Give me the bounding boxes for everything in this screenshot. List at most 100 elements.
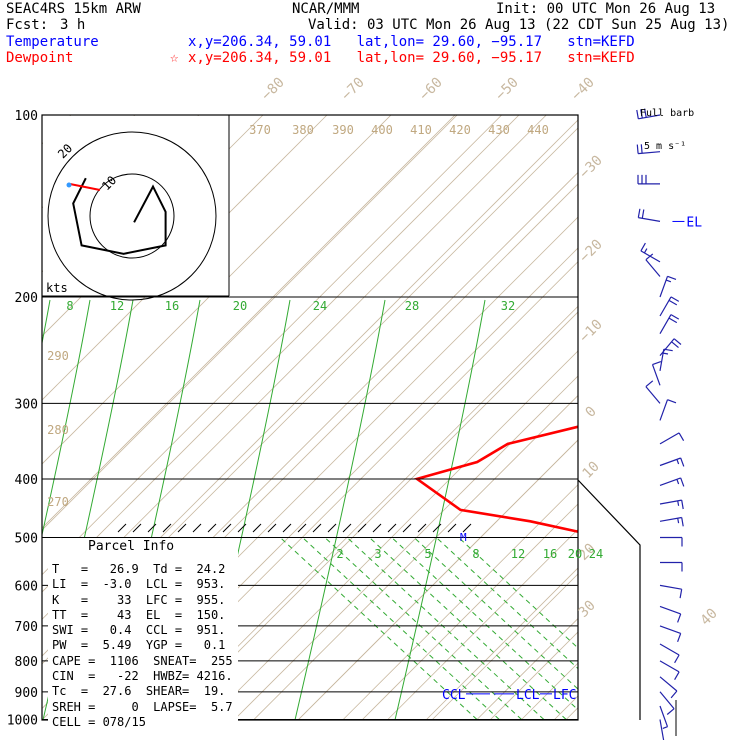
hatch-mark bbox=[342, 523, 352, 533]
mixing-ratio-label: 16 bbox=[165, 299, 179, 313]
el-label: EL bbox=[686, 215, 702, 230]
isotherm-line bbox=[432, 573, 578, 720]
dry-adiabat-line bbox=[0, 115, 7, 720]
full-barb-legend: Full barb 5 m s⁻¹ bbox=[640, 86, 694, 174]
dry-adiabat-label: 290 bbox=[47, 349, 69, 363]
dry-adiabat-line bbox=[42, 115, 392, 465]
wind-barb bbox=[659, 605, 682, 623]
mixing-ratio-label: 24 bbox=[313, 299, 327, 313]
full-barb-title: Full barb bbox=[640, 108, 695, 119]
wind-barb bbox=[659, 399, 677, 421]
parcel-info-row: CAPE = 1106 SNEAT= 255 bbox=[52, 653, 233, 668]
wind-barb bbox=[645, 380, 661, 404]
dry-adiabat-label: 270 bbox=[47, 495, 69, 509]
pressure-tick-label: 1000 bbox=[7, 714, 38, 729]
dry-adiabat-label: 430 bbox=[488, 123, 510, 137]
wind-barb bbox=[659, 705, 669, 729]
temperature-legend-label: Temperature bbox=[6, 34, 99, 50]
isotherm-label: −30 bbox=[577, 153, 606, 182]
parcel-info-list: T = 26.9 Td = 24.2 LI = -3.0 LCL = 953. K … bbox=[52, 562, 233, 730]
wind-barb bbox=[651, 361, 662, 386]
parcel-info-row: K = 33 LFC = 955. bbox=[52, 592, 226, 607]
valid-time: Valid: 03 UTC Mon 26 Aug 13 (22 CDT Sun … bbox=[308, 17, 730, 33]
hatch-mark bbox=[447, 523, 457, 533]
dry-adiabat-label: 440 bbox=[527, 123, 549, 137]
parcel-info-row: T = 26.9 Td = 24.2 bbox=[52, 562, 226, 576]
isotherm-line bbox=[611, 115, 740, 720]
isotherm-line bbox=[476, 617, 578, 720]
wind-barb bbox=[659, 499, 684, 510]
hatch-mark bbox=[372, 523, 382, 533]
moist-adiabat-line bbox=[302, 537, 500, 720]
mixing-ratio-label: 28 bbox=[405, 299, 419, 313]
mixing-ratio-line bbox=[42, 299, 91, 538]
wind-barb bbox=[659, 625, 682, 643]
isotherm-line bbox=[164, 305, 578, 720]
dewpoint-legend-label: Dewpoint bbox=[6, 50, 74, 66]
dry-adiabat-label: 390 bbox=[332, 123, 354, 137]
wind-barb bbox=[659, 691, 675, 715]
organization-label: NCAR/MMM bbox=[292, 1, 360, 17]
pressure-tick-label: 900 bbox=[15, 686, 38, 701]
wind-barb bbox=[659, 338, 682, 356]
isotherm-line bbox=[42, 115, 458, 531]
wind-barb bbox=[640, 242, 661, 263]
parcel-info-row: SWI = 0.4 CCL = 951. bbox=[52, 623, 226, 638]
mixing-ratio-label: 16 bbox=[543, 547, 557, 561]
hatch-mark bbox=[432, 523, 442, 533]
hatch-mark bbox=[252, 523, 262, 533]
dry-adiabat-line bbox=[361, 503, 578, 720]
parcel-info-title: Parcel Info bbox=[88, 539, 175, 554]
moist-adiabat-line bbox=[413, 537, 578, 690]
wind-barb bbox=[637, 174, 660, 185]
forecast-label: Fcst: bbox=[6, 17, 49, 33]
parcel-info-row: PW = 5.49 YGP = 0.1 bbox=[52, 638, 226, 653]
wind-barb bbox=[659, 643, 680, 664]
forecast-value: 3 h bbox=[60, 17, 86, 33]
isotherm-label: −40 bbox=[569, 75, 598, 104]
dry-adiabat-label: 370 bbox=[249, 123, 271, 137]
pressure-tick-label: 400 bbox=[15, 473, 38, 488]
hatch-mark bbox=[282, 523, 292, 533]
wedge-frame bbox=[577, 479, 641, 720]
dry-adiabat-line bbox=[42, 115, 456, 529]
wind-barb bbox=[659, 314, 680, 334]
wind-barb bbox=[659, 676, 678, 699]
wind-barb bbox=[645, 253, 661, 277]
mixing-ratio-label: 2 bbox=[336, 547, 343, 561]
isotherm-line bbox=[42, 115, 502, 576]
dry-adiabat-line bbox=[682, 115, 740, 720]
mixing-ratio-label: 32 bbox=[501, 299, 515, 313]
ccl-label: CCL bbox=[442, 688, 466, 703]
plot-frame bbox=[41, 114, 579, 721]
dry-adiabat-label: 280 bbox=[47, 423, 69, 437]
pressure-tick-label: 100 bbox=[15, 109, 38, 124]
hatch-mark bbox=[387, 523, 397, 533]
wind-barb bbox=[637, 208, 661, 222]
isotherm-label: 30 bbox=[576, 598, 599, 621]
dry-adiabat-line bbox=[169, 311, 578, 720]
wind-barb bbox=[636, 108, 661, 120]
moist-adiabat-line bbox=[391, 537, 578, 711]
hatch-mark bbox=[327, 523, 337, 533]
hatch-mark bbox=[267, 523, 277, 533]
mixing-ratio-label: 12 bbox=[511, 547, 525, 561]
dry-adiabat-label: 420 bbox=[449, 123, 471, 137]
isotherm-label: −80 bbox=[259, 75, 288, 104]
hatch-mark bbox=[177, 523, 187, 533]
parcel-marker: M bbox=[460, 531, 467, 544]
isotherm-line bbox=[342, 484, 578, 720]
parcel-info-panel: Parcel Info T = 26.9 Td = 24.2 LI = -3.0 … bbox=[48, 538, 238, 730]
moist-adiabat-line bbox=[324, 537, 522, 720]
pressure-tick-label: 200 bbox=[15, 291, 38, 306]
isotherm-label: −60 bbox=[417, 75, 446, 104]
isotherm-line bbox=[700, 115, 740, 720]
isotherm-label: 0 bbox=[583, 404, 600, 421]
pressure-tick-label: 300 bbox=[15, 397, 38, 412]
wind-barb bbox=[660, 561, 683, 572]
moist-adiabat-line bbox=[279, 537, 478, 720]
storm-motion-vector bbox=[69, 183, 101, 191]
pressure-tick-label: 500 bbox=[15, 532, 38, 547]
hodograph-ring-inner bbox=[89, 173, 175, 259]
dry-adiabat-line bbox=[489, 631, 578, 720]
